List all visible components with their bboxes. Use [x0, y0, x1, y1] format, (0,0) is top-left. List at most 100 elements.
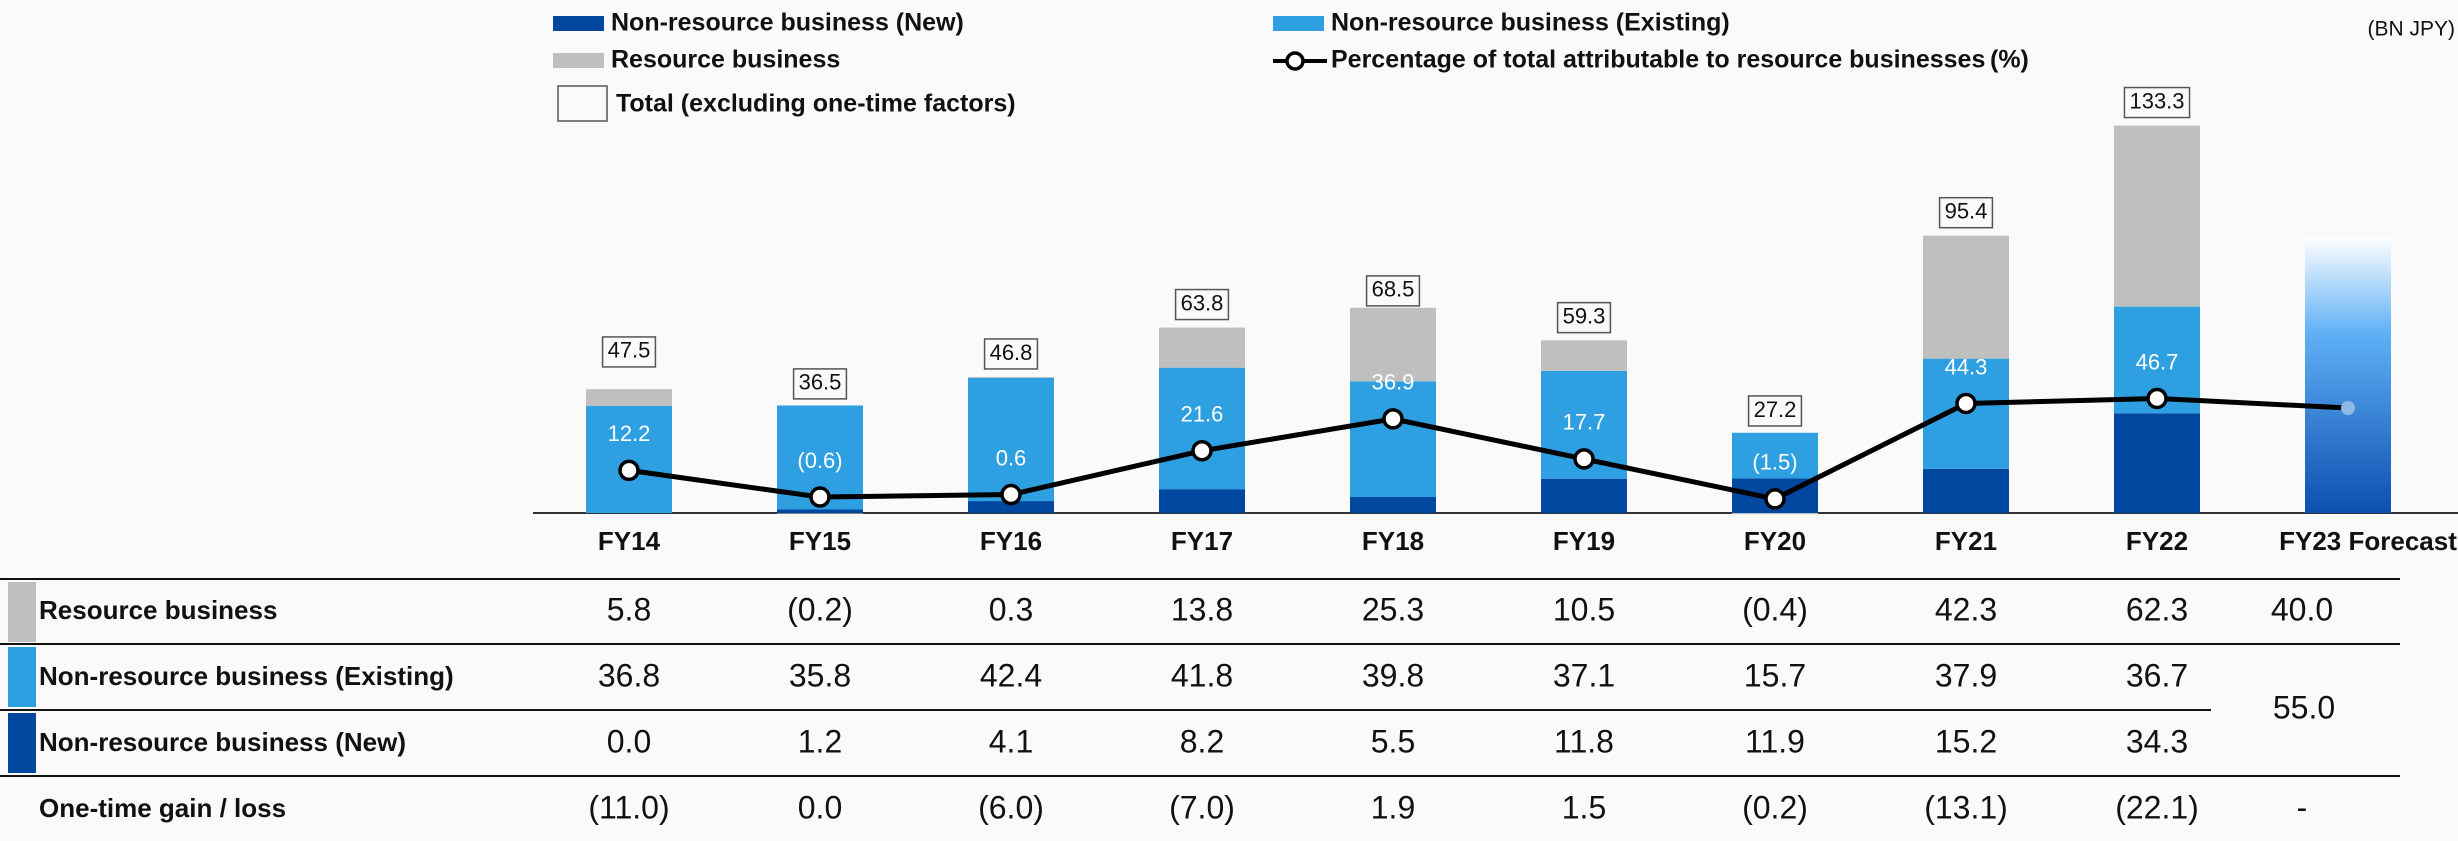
- total-box: [1556, 301, 1612, 334]
- bar-segment: [968, 501, 1054, 513]
- x-tick-label: FY19: [1553, 526, 1615, 556]
- line-marker: [2341, 401, 2355, 416]
- bar-segment: [1541, 340, 1627, 371]
- legend-label: Percentage of total attributable to reso…: [1331, 46, 1985, 74]
- line-value-label: 44.3: [1945, 354, 1988, 379]
- table-cell: 41.8: [1171, 657, 1233, 693]
- table-cell: 39.8: [1362, 657, 1424, 693]
- table-cell: 11.9: [1745, 723, 1805, 759]
- table-cell: 8.2: [1180, 723, 1224, 759]
- table-cell: 1.5: [1562, 789, 1606, 825]
- row-label: Resource business: [39, 595, 277, 625]
- bar-segment: [777, 509, 863, 513]
- table-cell: 62.3: [2126, 591, 2188, 627]
- total-label: 47.5: [608, 338, 651, 363]
- bar-segment: [968, 377, 1054, 502]
- table-cell: (0.4): [1742, 591, 1808, 627]
- legend-label: Non-resource business (Existing): [1331, 9, 1730, 37]
- bar-segment: [1732, 432, 1818, 479]
- total-label: 27.2: [1754, 397, 1797, 422]
- table-cell: 35.8: [789, 657, 851, 693]
- bar-segment: [1350, 497, 1436, 513]
- x-tick-label: FY18: [1362, 526, 1424, 556]
- row-label: Non-resource business (New): [39, 727, 406, 757]
- legend-label: Resource business: [611, 46, 840, 74]
- table-cell: 5.8: [607, 591, 651, 627]
- total-box: [1365, 275, 1421, 307]
- line-value-label: (1.5): [1752, 450, 1797, 475]
- line-marker: [809, 486, 831, 508]
- bar-segment: [1350, 381, 1436, 498]
- legend-swatch: [557, 85, 608, 122]
- bar-segment: [1159, 327, 1245, 368]
- line-marker: [1382, 408, 1404, 430]
- total-box: [1174, 288, 1230, 321]
- x-tick-label: FY21: [1935, 526, 1997, 556]
- x-tick-label: FY17: [1171, 526, 1233, 556]
- line-marker: [1191, 440, 1213, 462]
- line-marker: [1764, 488, 1786, 510]
- line-value-label: (0.6): [797, 448, 842, 473]
- total-label: 133.3: [2129, 88, 2184, 113]
- table-cell: 15.2: [1935, 723, 1997, 759]
- bar-segment: [1923, 468, 2009, 513]
- x-tick-label: FY20: [1744, 526, 1806, 556]
- table-cell: (0.2): [1742, 789, 1808, 825]
- legend-swatch: [553, 53, 604, 68]
- row-swatch: [8, 713, 36, 773]
- forecast-bar: [2305, 236, 2391, 513]
- x-tick-label: FY22: [2126, 526, 2188, 556]
- table-cell: 11.8: [1554, 723, 1614, 759]
- bar-segment: [1350, 307, 1436, 382]
- table-cell: 37.1: [1553, 657, 1615, 693]
- table-cell: (6.0): [978, 789, 1044, 825]
- legend-label: Non-resource business (New): [611, 9, 964, 37]
- unit-label: (BN JPY): [2367, 18, 2455, 41]
- table-cell: (0.2): [787, 591, 853, 627]
- line-value-label: 17.7: [1563, 410, 1606, 435]
- total-label: 59.3: [1563, 303, 1606, 328]
- table-cell: 4.1: [989, 723, 1033, 759]
- bar-segment: [586, 406, 672, 513]
- total-box: [2123, 86, 2191, 119]
- bar-segment: [1732, 513, 1818, 515]
- bar-segment: [777, 513, 863, 514]
- table-cell: 36.7: [2126, 657, 2188, 693]
- bar-segment: [586, 389, 672, 407]
- table-cell: 34.3: [2126, 723, 2188, 759]
- table-cell: 10.5: [1553, 591, 1615, 627]
- line-value-label: 12.2: [608, 421, 651, 446]
- total-label: 63.8: [1181, 290, 1224, 315]
- x-tick-label: FY14: [598, 526, 661, 556]
- legend-swatch: [1273, 16, 1324, 31]
- x-tick-label: FY16: [980, 526, 1042, 556]
- legend-label: Total (excluding one-time factors): [616, 90, 1016, 118]
- table-cell: 13.8: [1171, 591, 1233, 627]
- line-value-label: 36.9: [1372, 370, 1415, 395]
- table-cell: -: [2297, 789, 2308, 825]
- bar-segment: [1159, 367, 1245, 490]
- line-value-label: 46.7: [2136, 349, 2179, 374]
- total-label: 36.5: [799, 370, 842, 395]
- total-box: [983, 338, 1039, 370]
- bar-segment: [1541, 478, 1627, 513]
- y2-unit-label: (%): [1990, 46, 2029, 74]
- legend-swatch: [553, 16, 604, 31]
- line-value-label: 21.6: [1181, 402, 1224, 427]
- legend-marker: [1285, 51, 1305, 71]
- line-marker: [1955, 392, 1977, 415]
- total-label: 95.4: [1945, 199, 1988, 224]
- total-label: 46.8: [990, 340, 1033, 365]
- line-value-label: 0.6: [996, 445, 1027, 470]
- table-cell: 1.9: [1371, 789, 1415, 825]
- row-label: Non-resource business (Existing): [39, 661, 454, 691]
- bar-segment: [2114, 413, 2200, 513]
- table-cell: 0.3: [989, 591, 1033, 627]
- table-cell: 1.2: [798, 723, 842, 759]
- total-box: [1747, 395, 1803, 427]
- bar-segment: [1159, 489, 1245, 513]
- total-box: [601, 336, 657, 368]
- row-swatch: [8, 582, 36, 642]
- table-cell: 15.7: [1744, 657, 1806, 693]
